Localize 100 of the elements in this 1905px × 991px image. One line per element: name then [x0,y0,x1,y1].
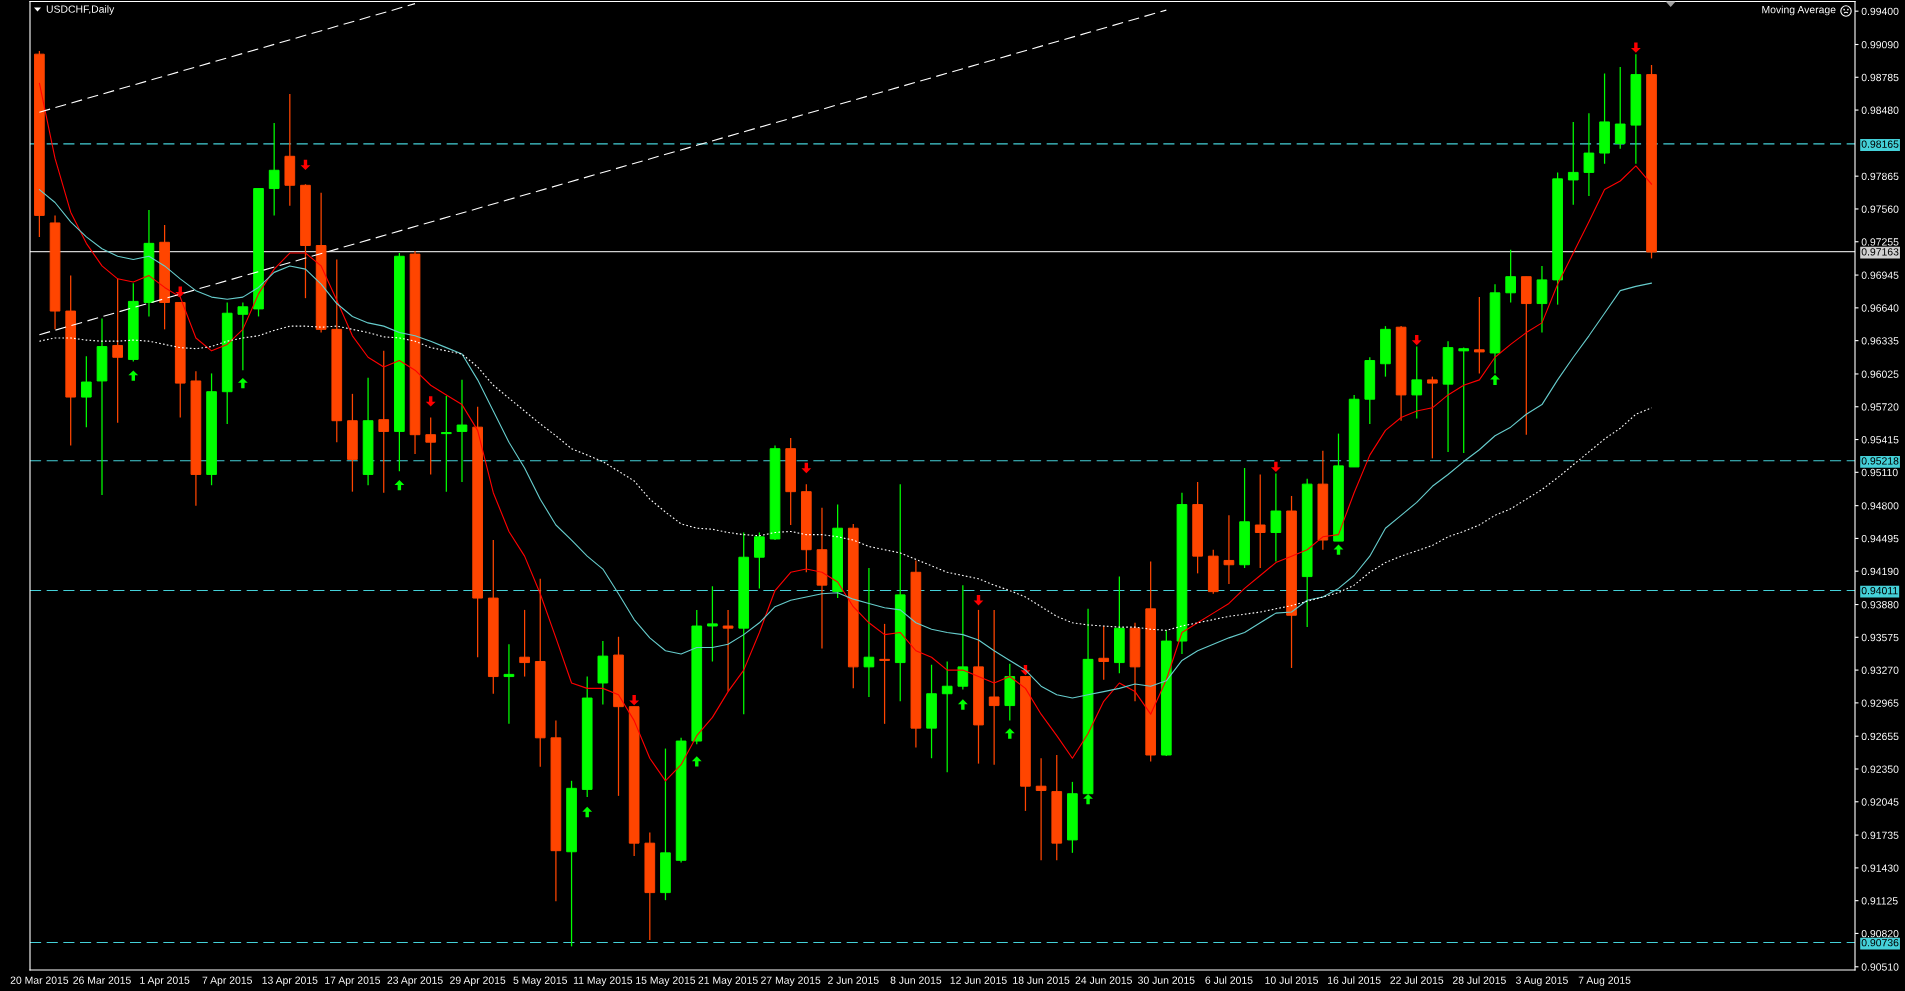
candlestick [1474,296,1485,375]
point [1270,461,1281,473]
x-tick-label: 8 Jun 2015 [890,976,942,984]
y-tick-label: 0.97865 [1861,172,1899,181]
x-tick-label: 29 Apr 2015 [450,976,506,986]
chart-title: USDCHF,Daily [46,5,115,15]
point [300,159,311,171]
line-series [38,189,1653,699]
x-tick-label: 6 Jul 2015 [1205,976,1253,984]
x-tick-label: 18 Jun 2015 [1013,976,1070,984]
line-series [38,325,1653,631]
candlestick [425,416,437,476]
line-series [38,82,1653,782]
candlestick [503,643,515,725]
candlestick [1458,346,1470,454]
candlestick [1098,625,1110,681]
y-tick-label: 0.92350 [1861,765,1899,773]
x-tick-label: 24 Jun 2015 [1075,976,1132,984]
y-tick-label: 0.96945 [1861,271,1899,279]
y-tick-label: 0.97255 [1861,238,1899,246]
ref-line-label: 0.95218 [1861,457,1899,465]
y-tick-label: 0.93880 [1861,601,1899,609]
x-tick-label: 5 May 2015 [513,976,568,986]
x-tick-label: 30 Jun 2015 [1138,976,1195,984]
x-tick-label: 22 Jul 2015 [1390,976,1444,984]
candlestick [722,609,734,693]
candlestick [456,379,468,483]
candlestick [957,584,969,691]
x-tick-label: 7 Aug 2015 [1578,976,1631,986]
x-tick-label: 20 Mar 2015 [10,976,69,984]
x-tick-label: 26 Mar 2015 [73,976,131,984]
y-tick-label: 0.91125 [1861,897,1898,905]
text: Moving Average [1762,5,1836,16]
candlestick [1035,757,1047,861]
y-tick-label: 0.90820 [1861,929,1899,938]
candlestick [1614,66,1626,150]
point [629,695,640,706]
y-tick-label: 0.95720 [1861,403,1899,411]
y-tick-label: 0.96025 [1861,370,1899,378]
point [1083,793,1093,805]
point [425,396,436,407]
y-tick-label: 0.91735 [1861,831,1899,839]
point [582,806,593,818]
x-tick-label: 17 Apr 2015 [325,976,381,986]
candlestick [237,301,249,371]
ref-line-label: 0.94011 [1861,586,1898,595]
candlestick [1583,112,1595,197]
y-tick-label: 0.94800 [1861,502,1899,510]
candlestick [519,609,530,678]
candlestick [1270,472,1282,563]
x-tick-label: 16 Jul 2015 [1328,976,1381,984]
point [1490,374,1500,386]
candlestick [863,567,875,698]
candlestick [941,660,953,773]
candlestick [754,531,765,590]
ref-line-label: 0.98165 [1861,140,1899,148]
point [394,480,405,491]
x-tick-label: 15 May 2015 [636,976,696,986]
x-tick-label: 21 May 2015 [698,976,758,986]
candlestick [1223,514,1235,585]
candlestick [81,355,92,428]
y-tick-label: 0.96335 [1861,337,1899,345]
candlestick [112,278,123,424]
ref-line-label: 0.90736 [1861,938,1899,947]
y-tick-label: 0.95110 [1861,468,1898,477]
y-tick-label: 0.99090 [1861,41,1899,49]
candlestick [707,585,718,663]
y-tick-label: 0.90510 [1861,963,1899,971]
y-tick-label: 0.92045 [1861,798,1899,806]
y-tick-label: 0.97560 [1861,205,1899,213]
candlestick [1254,473,1266,569]
x-tick-label: 2 Jun 2015 [828,976,879,984]
x-tick-label: 11 May 2015 [573,976,633,986]
point [691,756,702,767]
candlestick [879,623,890,725]
ref-line-label: 0.97163 [1861,248,1899,256]
candlestick [1411,345,1423,420]
y-tick-label: 0.98480 [1861,106,1899,114]
y-tick-label: 0.94190 [1861,567,1899,576]
x-tick-label: 27 May 2015 [761,976,821,986]
y-tick-label: 0.93270 [1861,666,1899,674]
point [957,699,968,710]
point [128,370,139,381]
candlestick [378,350,390,494]
y-tick-label: 0.98785 [1861,73,1899,82]
x-tick-label: 1 Apr 2015 [140,976,190,986]
y-tick-label: 0.92965 [1861,699,1899,707]
x-tick-label: 3 Aug 2015 [1516,976,1568,986]
candlestick [1536,265,1548,334]
candlestick [1567,121,1579,206]
y-tick-label: 0.93575 [1861,633,1899,642]
x-tick-label: 13 Apr 2015 [262,976,318,986]
x-tick-label: 12 Jun 2015 [950,976,1007,984]
point [1630,42,1641,53]
candlestick [441,395,452,493]
candlestick [1505,249,1516,304]
y-tick-label: 0.99400 [1861,7,1899,16]
x-tick-label: 10 Jul 2015 [1265,976,1319,984]
point [237,377,248,389]
y-tick-label: 0.92655 [1861,732,1899,741]
